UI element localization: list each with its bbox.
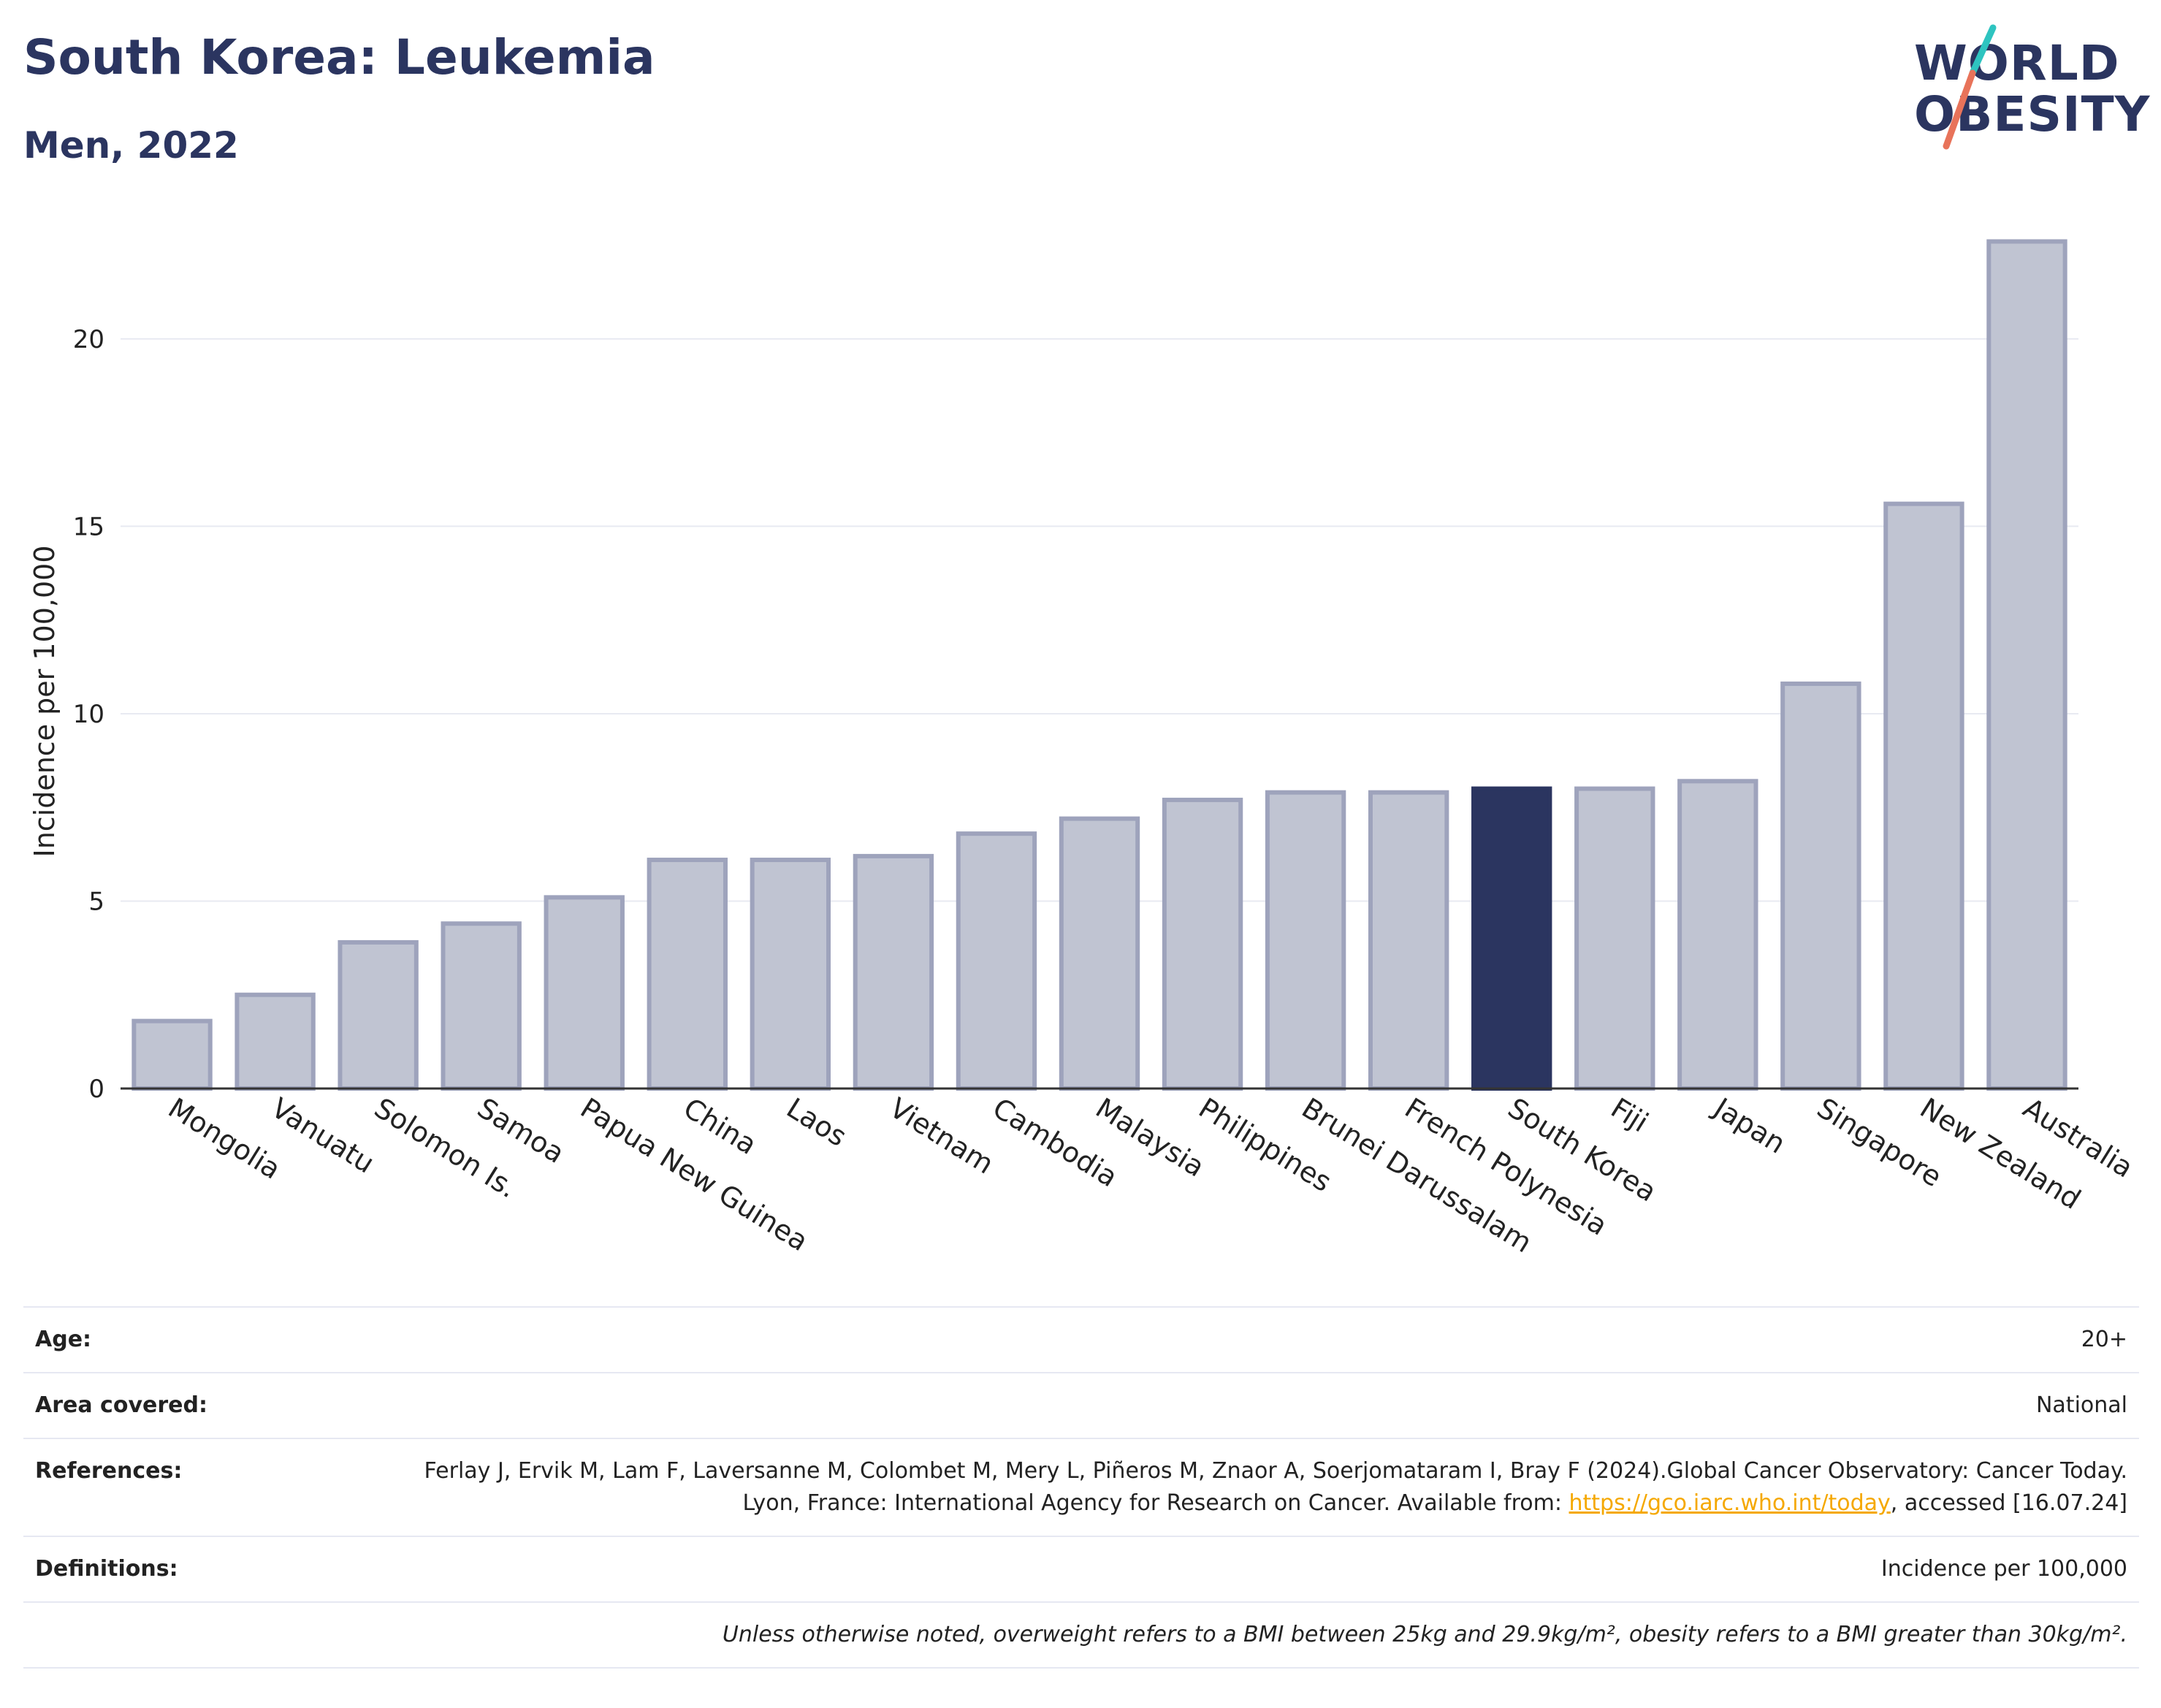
bar (338, 939, 419, 1091)
x-tick-label: Fiji (1605, 1091, 1653, 1138)
x-tick-label: Mongolia (163, 1091, 286, 1185)
area-value: National (397, 1372, 2139, 1439)
definitions-value: Incidence per 100,000 (397, 1536, 2139, 1603)
bar (647, 858, 728, 1091)
references-value: Ferlay J, Ervik M, Lam F, Laversanne M, … (397, 1438, 2139, 1537)
bar (1574, 786, 1655, 1091)
bar-chart: 0 5 10 15 20 Incidence per 100,000 MongoliaVan… (28, 239, 2139, 1259)
bar (441, 921, 522, 1091)
footnote: Unless otherwise noted, overweight refer… (397, 1601, 2139, 1669)
y-tick-label: 0 (88, 1075, 104, 1104)
area-label: Area covered: (23, 1372, 397, 1439)
bar (853, 853, 934, 1091)
definitions-label: Definitions: (23, 1536, 397, 1603)
x-tick-label: China (678, 1091, 762, 1161)
references-text: Ferlay J, Ervik M, Lam F, Laversanne M, … (424, 1458, 2127, 1516)
bar (1059, 816, 1140, 1091)
bar (1883, 501, 1964, 1091)
y-axis-label: Incidence per 100,000 (28, 545, 61, 857)
x-tick-label: Vietnam (884, 1091, 999, 1180)
bar (1162, 797, 1243, 1091)
page-subtitle: Men, 2022 (23, 124, 239, 167)
y-tick-label: 20 (73, 325, 104, 354)
x-tick-label: Vanuatu (266, 1091, 380, 1179)
bar (235, 992, 316, 1091)
x-tick-label: Laos (781, 1091, 853, 1153)
x-tick-label: Japan (1707, 1091, 1791, 1160)
info-table: Age: 20+ Area covered: National Referenc… (23, 1306, 2139, 1669)
bar (1986, 239, 2067, 1091)
bar (1677, 779, 1758, 1091)
bar (544, 895, 625, 1091)
bar (1780, 681, 1861, 1091)
bar (1265, 790, 1346, 1091)
bar (1471, 786, 1552, 1091)
logo-slash-icon (1943, 24, 1997, 150)
info-row-age: Age: 20+ (23, 1306, 2139, 1373)
bar (1368, 790, 1449, 1091)
info-row-references: References: Ferlay J, Ervik M, Lam F, La… (23, 1438, 2139, 1537)
age-value: 20+ (397, 1306, 2139, 1373)
info-row-area: Area covered: National (23, 1372, 2139, 1439)
y-tick-label: 5 (88, 887, 104, 916)
world-obesity-logo: WORLD OBESITY (1907, 22, 2149, 153)
references-link[interactable]: https://gco.iarc.who.int/today (1569, 1490, 1891, 1516)
info-row-footnote: Unless otherwise noted, overweight refer… (23, 1601, 2139, 1669)
page-title: South Korea: Leukemia (23, 29, 655, 85)
references-label: References: (23, 1438, 397, 1537)
bar (956, 831, 1037, 1091)
age-label: Age: (23, 1306, 397, 1373)
bar (132, 1018, 213, 1091)
logo-text-world: WORLD (1914, 35, 2120, 91)
y-tick-label: 10 (73, 700, 104, 729)
info-row-definitions: Definitions: Incidence per 100,000 (23, 1536, 2139, 1603)
bar (750, 858, 831, 1091)
y-tick-label: 15 (73, 512, 104, 541)
references-accessed: , accessed [16.07.24] (1890, 1490, 2127, 1516)
